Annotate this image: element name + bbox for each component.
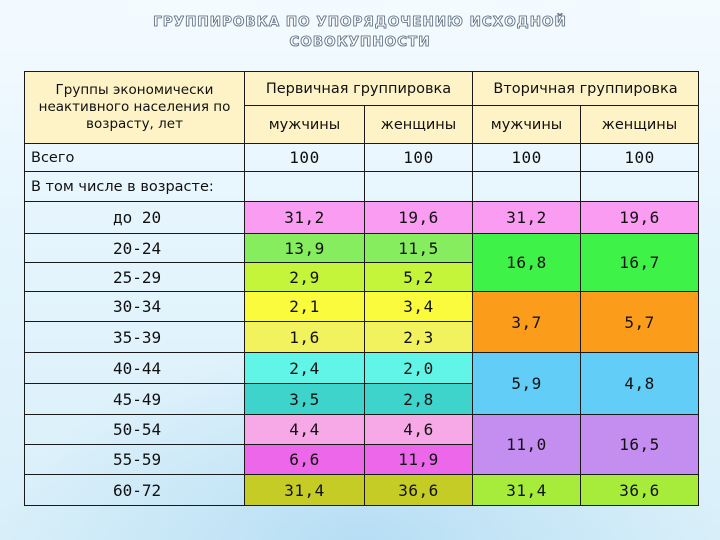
primary-women-value: 2,3 bbox=[363, 321, 474, 353]
age-group-label: 55-59 bbox=[24, 444, 245, 475]
secondary-women-header: женщины bbox=[580, 105, 700, 144]
secondary-men-header: мужчины bbox=[472, 105, 582, 144]
table-row: до 20 31,2 19,6 31,2 19,6 bbox=[24, 201, 700, 234]
secondary-men-value: 5,9 bbox=[472, 352, 582, 415]
primary-women-value: 2,0 bbox=[363, 352, 474, 384]
secondary-men-value: 31,4 bbox=[472, 474, 582, 506]
corner-header: Группы экономически неактивного населени… bbox=[24, 71, 245, 144]
secondary-women-value: 4,8 bbox=[580, 352, 700, 415]
age-group-label: 25-29 bbox=[24, 262, 245, 292]
secondary-women-value: 5,7 bbox=[580, 291, 700, 353]
title-line-1: ГРУППИРОВКА ПО УПОРЯДОЧЕНИЮ ИСХОДНОЙ bbox=[153, 14, 567, 31]
secondary-women-value: 19,6 bbox=[580, 201, 700, 234]
primary-women-value: 11,5 bbox=[363, 233, 474, 263]
age-group-label: до 20 bbox=[24, 201, 245, 234]
primary-women-value: 36,6 bbox=[363, 474, 474, 506]
table-row: 60-72 31,4 36,6 31,4 36,6 bbox=[24, 474, 700, 506]
total-primary-men: 100 bbox=[244, 143, 365, 172]
primary-women-value: 4,6 bbox=[363, 414, 474, 445]
secondary-women-value: 16,7 bbox=[580, 233, 700, 292]
secondary-men-value: 11,0 bbox=[472, 414, 582, 475]
total-secondary-men: 100 bbox=[472, 143, 582, 172]
table-row: 50-54 4,4 4,6 11,0 16,5 bbox=[24, 414, 700, 475]
primary-women-value: 2,8 bbox=[363, 383, 474, 415]
primary-men-value: 13,9 bbox=[244, 233, 365, 263]
primary-men-value: 3,5 bbox=[244, 383, 365, 415]
primary-men-header: мужчины bbox=[244, 105, 365, 144]
age-group-label: 30-34 bbox=[24, 291, 245, 322]
grouping-table: Группы экономически неактивного населени… bbox=[24, 71, 700, 506]
primary-women-value: 11,9 bbox=[363, 444, 474, 475]
primary-men-value: 31,4 bbox=[244, 474, 365, 506]
age-group-label: 60-72 bbox=[24, 474, 245, 506]
title-line-2: СОВОКУПНОСТИ bbox=[289, 34, 431, 51]
age-group-label: 40-44 bbox=[24, 352, 245, 384]
including-label: В том числе в возрасте: bbox=[24, 171, 245, 202]
secondary-grouping-header: Вторичная группировка bbox=[472, 71, 700, 106]
primary-men-value: 1,6 bbox=[244, 321, 365, 353]
header-row-2: мужчины женщины мужчины женщины bbox=[25, 105, 700, 144]
total-label: Всего bbox=[24, 143, 245, 172]
page-title: ГРУППИРОВКА ПО УПОРЯДОЧЕНИЮ ИСХОДНОЙ СОВ… bbox=[0, 12, 720, 52]
primary-men-value: 2,4 bbox=[244, 352, 365, 384]
secondary-women-value: 16,5 bbox=[580, 414, 700, 475]
table-row: 30-34 2,1 3,4 3,7 5,7 bbox=[24, 291, 700, 353]
primary-men-value: 2,9 bbox=[244, 262, 365, 292]
primary-men-value: 4,4 bbox=[244, 414, 365, 445]
table-row: 35-39 1,6 2,3 bbox=[24, 321, 699, 353]
primary-men-value: 6,6 bbox=[244, 444, 365, 475]
table-row: 45-49 3,5 2,8 bbox=[24, 383, 699, 415]
secondary-men-value: 3,7 bbox=[472, 291, 582, 353]
age-group-label: 20-24 bbox=[24, 233, 245, 263]
age-group-label: 50-54 bbox=[24, 414, 245, 445]
table-row: 25-29 2,9 5,2 bbox=[24, 262, 699, 292]
table-row: 40-44 2,4 2,0 5,9 4,8 bbox=[24, 352, 700, 415]
primary-women-value: 3,4 bbox=[363, 291, 474, 322]
primary-men-value: 31,2 bbox=[244, 201, 365, 234]
primary-grouping-header: Первичная группировка bbox=[243, 71, 474, 106]
primary-women-value: 5,2 bbox=[363, 262, 474, 292]
total-secondary-women: 100 bbox=[580, 143, 700, 172]
including-row: В том числе в возрасте: bbox=[24, 171, 700, 202]
primary-women-header: женщины bbox=[363, 105, 474, 144]
secondary-men-value: 31,2 bbox=[472, 201, 582, 234]
secondary-women-value: 36,6 bbox=[580, 474, 700, 506]
primary-women-value: 19,6 bbox=[363, 201, 474, 234]
table-row: 55-59 6,6 11,9 bbox=[24, 444, 699, 475]
age-group-label: 45-49 bbox=[24, 383, 245, 415]
header-row-1: Группы экономически неактивного населени… bbox=[24, 71, 700, 144]
age-group-label: 35-39 bbox=[24, 321, 245, 353]
secondary-men-value: 16,8 bbox=[472, 233, 582, 292]
total-row: Всего 100 100 100 100 bbox=[24, 143, 700, 172]
primary-men-value: 2,1 bbox=[244, 291, 365, 322]
table-row: 20-24 13,9 11,5 16,8 16,7 bbox=[24, 233, 700, 292]
total-primary-women: 100 bbox=[363, 143, 474, 172]
